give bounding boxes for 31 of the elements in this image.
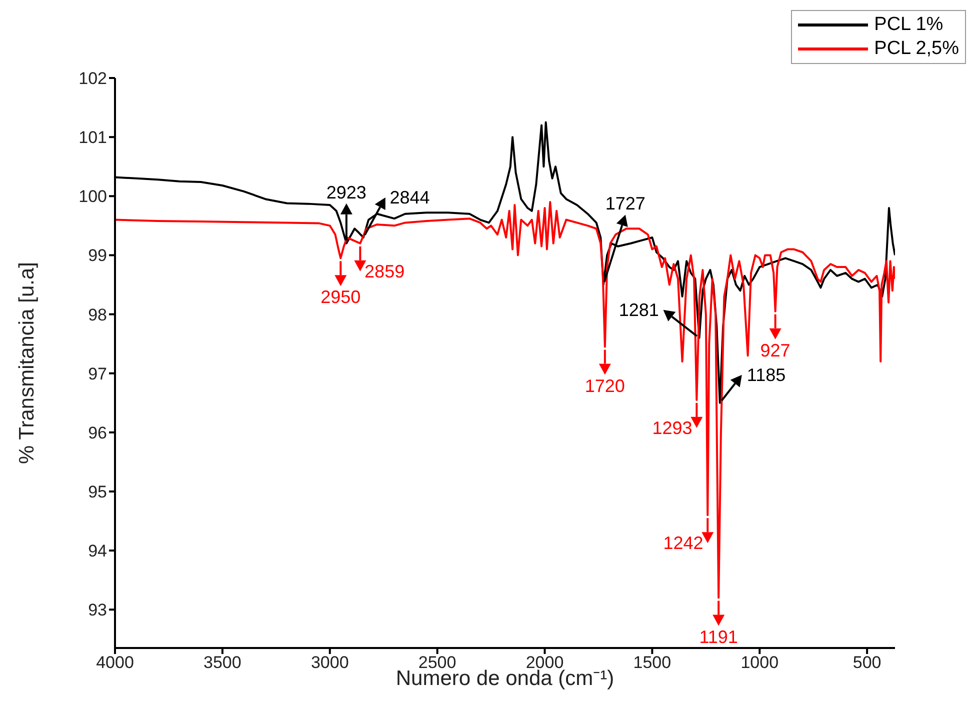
annotation: 1191 xyxy=(699,626,738,647)
y-tick-label: 99 xyxy=(88,246,107,266)
y-tick-label: 96 xyxy=(88,423,107,442)
annotation: 2859 xyxy=(364,261,405,282)
x-tick-label: 500 xyxy=(852,653,882,672)
annotation: 1185 xyxy=(746,364,786,385)
annotation: 1281 xyxy=(618,300,659,320)
y-tick-label: 101 xyxy=(78,128,107,148)
legend-label: PCL 2,5% xyxy=(874,37,959,61)
annotation: 2950 xyxy=(320,287,361,308)
x-tick-label: 4000 xyxy=(96,653,134,672)
annotation: 1242 xyxy=(663,533,704,554)
legend-label: PCL 1% xyxy=(874,13,944,37)
y-tick-label: 100 xyxy=(78,187,107,206)
y-tick-label: 94 xyxy=(88,542,107,561)
annotation: 1293 xyxy=(652,418,692,438)
x-tick-label: 1000 xyxy=(740,653,779,672)
x-tick-label: 3000 xyxy=(310,653,349,672)
x-tick-label: 3500 xyxy=(204,653,242,672)
y-tick-label: 93 xyxy=(88,600,107,620)
annotation: 2844 xyxy=(390,187,430,208)
y-tick-label: 102 xyxy=(78,69,107,88)
y-tick-label: 98 xyxy=(88,305,107,324)
y-tick-label: 95 xyxy=(88,482,107,502)
annotation: 927 xyxy=(760,340,790,360)
x-tick-label: 1500 xyxy=(633,653,672,672)
annotation: 2923 xyxy=(326,182,366,202)
annotation: 1720 xyxy=(584,376,625,396)
y-tick-label: 97 xyxy=(88,364,107,384)
annotation: 1727 xyxy=(605,194,646,214)
y-axis-title: % Transmitancia [u.a] xyxy=(15,262,38,464)
